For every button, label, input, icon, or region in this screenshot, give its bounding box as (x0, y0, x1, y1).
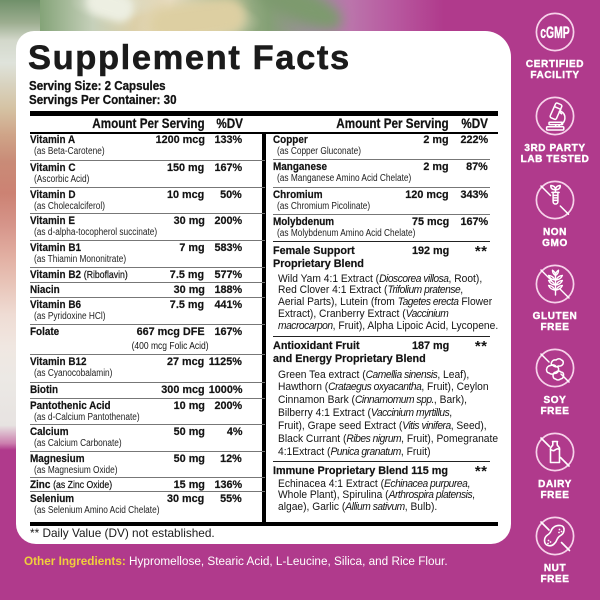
svg-text:cGMP: cGMP (540, 23, 570, 42)
